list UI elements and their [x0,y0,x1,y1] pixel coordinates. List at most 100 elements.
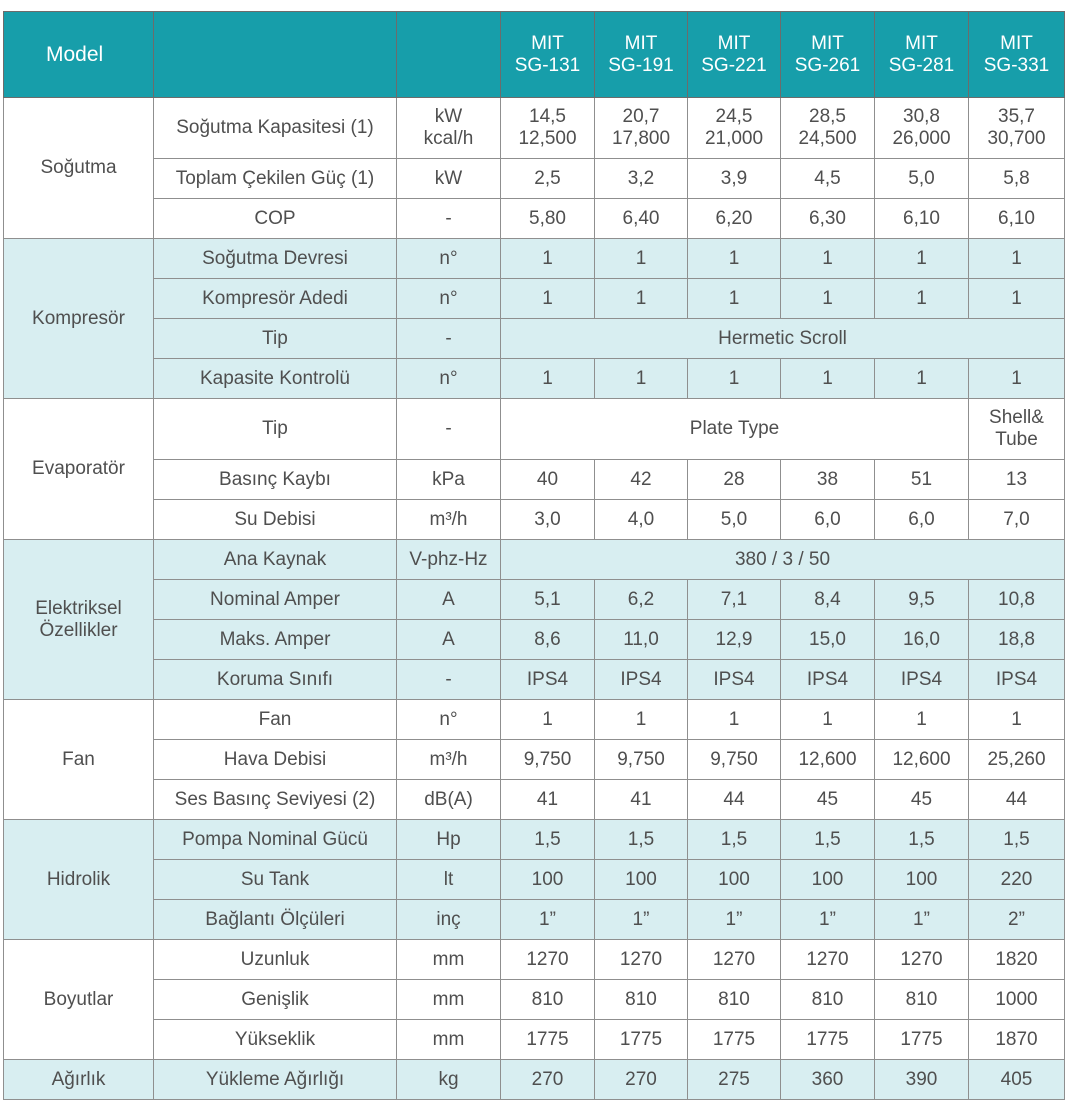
value-cell: 1 [687,699,781,740]
unit-cell: m³/h [396,499,501,540]
value-cell: 810 [687,979,781,1020]
unit-cell: A [396,619,501,660]
table-row: Hidrolik Pompa Nominal Gücü Hp 1,5 1,5 1,5 1,5… [3,819,1065,940]
value-cell: 270 [500,1059,595,1100]
value-cell: 9,750 [500,739,595,780]
unit-header [396,11,501,98]
value-cell: 1270 [874,939,969,980]
value-cell: 1775 [594,1019,688,1060]
value-cell: 4,0 [594,499,688,540]
value-cell: 1775 [500,1019,595,1060]
group-label: Ağırlık [3,1059,154,1100]
value-cell: 2,5 [500,158,595,199]
value-cell: 51 [874,459,969,500]
value-cell: 1775 [687,1019,781,1060]
value-cell: 1,5 [594,819,688,860]
value-cell: 30,8 26,000 [874,97,969,159]
value-cell: 5,0 [874,158,969,199]
table-row: Maks. Amper A 8,6 11,0 12,9 15,0 16,0 18,8 [4,619,1065,660]
value-cell: 810 [500,979,595,1020]
group-label: Fan [3,699,154,820]
table-row: Soğutma Soğutma Kapasitesi (1) kW kcal/h 14… [3,97,1065,239]
value-cell: 1 [968,699,1065,740]
unit-cell: mm [396,979,501,1020]
value-cell: 1 [500,358,595,399]
unit-cell: kPa [396,459,501,500]
value-cell: 1 [874,358,969,399]
value-cell: 6,0 [780,499,875,540]
value-cell: 6,20 [687,198,781,239]
value-cell: 1270 [687,939,781,980]
value-cell: 44 [687,779,781,820]
value-cell: 1 [874,238,969,279]
unit-cell: A [396,579,501,620]
value-cell: 1270 [500,939,595,980]
group-label: Evaporatör [3,398,154,540]
value-cell: 45 [780,779,875,820]
merged-value-cell: 380 / 3 / 50 [500,539,1065,580]
value-cell: 40 [500,459,595,500]
value-cell: IPS4 [687,659,781,700]
value-cell: 38 [780,459,875,500]
value-cell: 5,80 [500,198,595,239]
parameter-name: Pompa Nominal Gücü [153,819,397,860]
parameter-name: Nominal Amper [153,579,397,620]
value-cell: 45 [874,779,969,820]
table-row: Hava Debisi m³/h 9,750 9,750 9,750 12,600 12,6… [4,739,1065,780]
spec-table: Model MIT SG-131 MIT SG-191 MIT SG-221 M… [3,11,1065,1100]
value-cell: 5,8 [968,158,1065,199]
value-cell: 100 [780,859,875,900]
value-cell: 1” [874,899,969,940]
value-cell: 9,5 [874,579,969,620]
value-cell: 41 [500,779,595,820]
table-row: Ses Basınç Seviyesi (2) dB(A) 41 41 44 45 45 44 [4,779,1065,820]
value-cell: 1 [500,278,595,319]
model-column-header: MIT SG-191 [594,11,688,98]
value-cell: 1 [780,358,875,399]
table-row: Tip - Hermetic Scroll [4,318,1065,359]
value-cell: 810 [594,979,688,1020]
value-cell: 1 [594,358,688,399]
value-cell: 1000 [968,979,1065,1020]
unit-cell: m³/h [396,739,501,780]
value-cell: 1 [687,358,781,399]
unit-cell: inç [396,899,501,940]
value-cell: 6,40 [594,198,688,239]
header-row: Model MIT SG-131 MIT SG-191 MIT SG-221 M… [3,11,1065,98]
value-cell: 1 [968,238,1065,279]
value-cell: 1870 [968,1019,1065,1060]
unit-cell: mm [396,939,501,980]
value-cell: 44 [968,779,1065,820]
group-label: Soğutma [3,97,154,239]
value-cell: 16,0 [874,619,969,660]
unit-cell: V-phz-Hz [396,539,501,580]
value-cell: 1 [780,238,875,279]
value-cell: 275 [687,1059,781,1100]
value-cell: 35,7 30,700 [968,97,1065,159]
value-cell: 8,6 [500,619,595,660]
value-cell: 12,600 [874,739,969,780]
group-label: Hidrolik [3,819,154,940]
value-cell: IPS4 [594,659,688,700]
value-cell: 270 [594,1059,688,1100]
value-cell: 405 [968,1059,1065,1100]
table-row: Toplam Çekilen Güç (1) kW 2,5 3,2 3,9 4,5 5,0 5… [4,158,1065,199]
value-cell: 6,10 [874,198,969,239]
parameter-name: Yükleme Ağırlığı [153,1059,397,1100]
model-column-header: MIT SG-281 [874,11,969,98]
parameter-name: Genişlik [153,979,397,1020]
parameter-name: Hava Debisi [153,739,397,780]
merged-value-cell: Plate Type [500,398,969,460]
value-cell: 2” [968,899,1065,940]
parameter-name: Kompresör Adedi [153,278,397,319]
value-cell: 9,750 [687,739,781,780]
value-cell: 1 [780,278,875,319]
value-cell: 100 [500,859,595,900]
value-cell: IPS4 [968,659,1065,700]
parameter-name: Bağlantı Ölçüleri [153,899,397,940]
value-cell: 28 [687,459,781,500]
value-cell: 11,0 [594,619,688,660]
value-cell: 3,2 [594,158,688,199]
parameter-name: Kapasite Kontrolü [153,358,397,399]
value-cell: 25,260 [968,739,1065,780]
